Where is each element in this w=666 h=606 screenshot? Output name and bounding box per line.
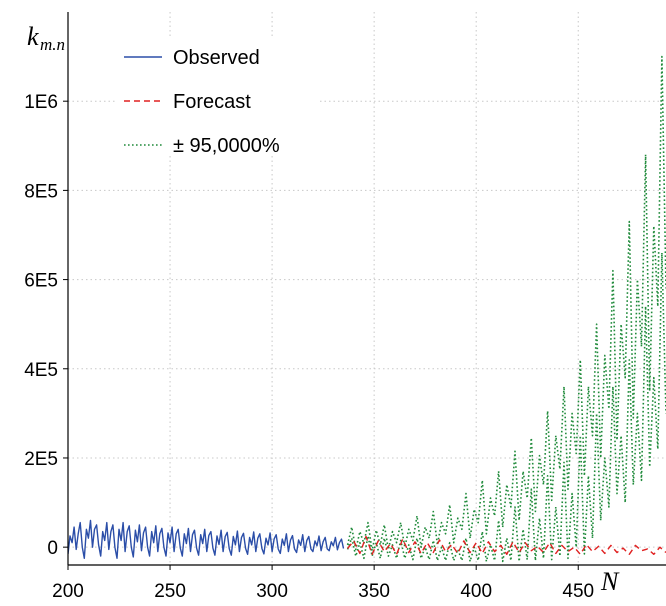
x-tick-label: 400 <box>460 581 492 602</box>
y-axis-label-main: k <box>27 22 39 51</box>
y-tick-label: 6E5 <box>24 271 58 292</box>
y-tick-label: 4E5 <box>24 360 58 381</box>
x-tick-label: 450 <box>562 581 594 602</box>
x-tick-label: 200 <box>52 581 84 602</box>
x-tick-label: 250 <box>154 581 186 602</box>
y-tick-label: 1E6 <box>24 92 58 113</box>
x-axis-label: N <box>600 567 620 596</box>
legend-label-observed: Observed <box>173 47 260 69</box>
legend-label-interval: ± 95,0000% <box>173 135 280 157</box>
y-tick-label: 0 <box>47 538 58 559</box>
legend-label-forecast: Forecast <box>173 91 251 113</box>
x-tick-label: 300 <box>256 581 288 602</box>
x-tick-label: 350 <box>358 581 390 602</box>
y-axis-title: k m.n <box>27 22 65 54</box>
y-tick-label: 2E5 <box>24 449 58 470</box>
y-tick-label: 8E5 <box>24 181 58 202</box>
y-axis-label-sub: m.n <box>40 35 65 54</box>
legend: Observed Forecast ± 95,0000% <box>115 38 320 157</box>
